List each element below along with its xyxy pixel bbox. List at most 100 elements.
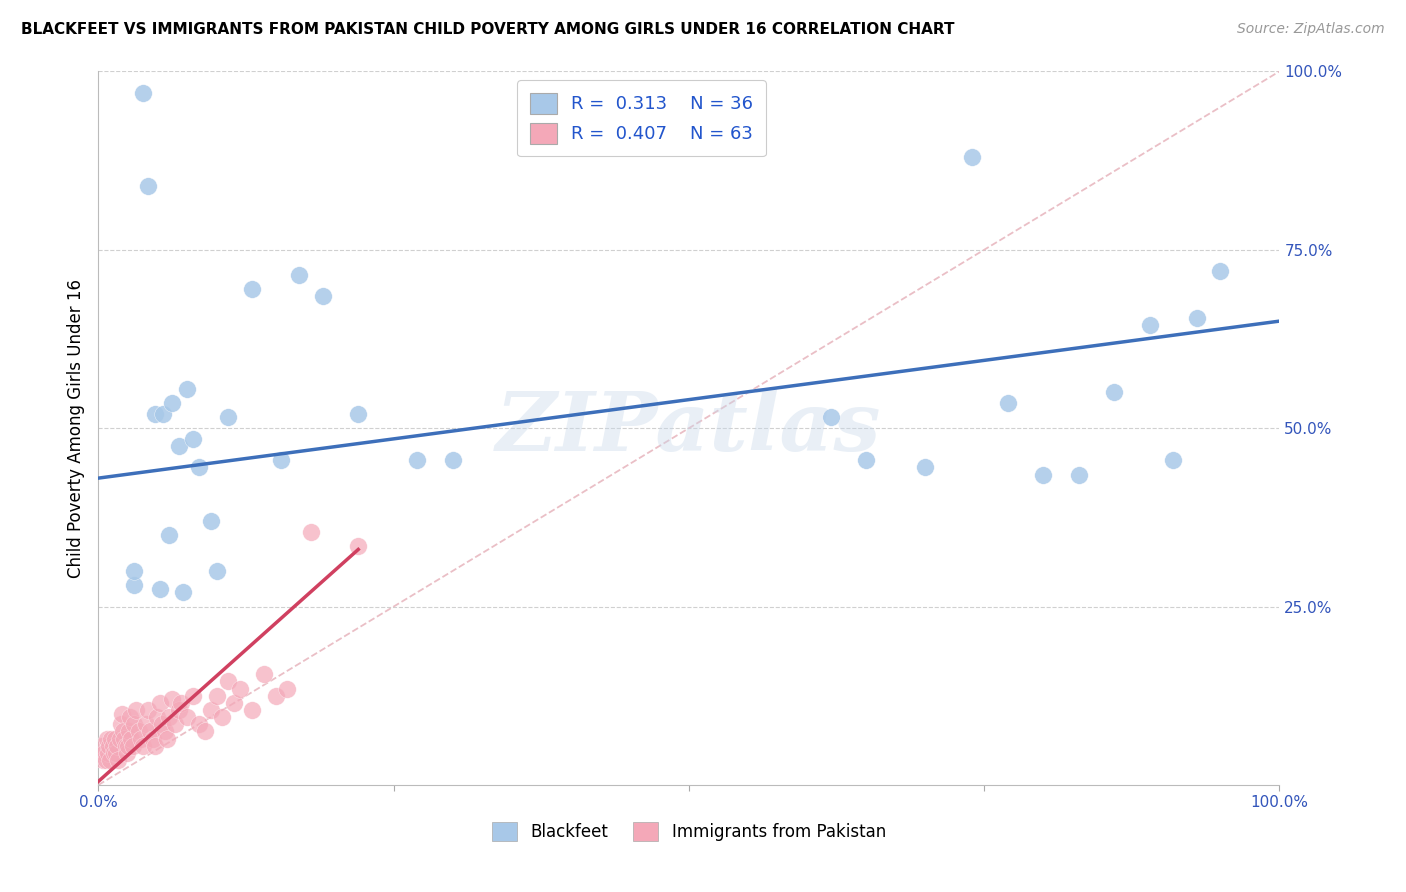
Point xyxy=(165,717,187,731)
Legend: Blackfeet, Immigrants from Pakistan: Blackfeet, Immigrants from Pakistan xyxy=(485,815,893,848)
Point xyxy=(100,731,122,746)
Point xyxy=(136,703,159,717)
Point xyxy=(150,717,173,731)
Point xyxy=(167,439,190,453)
Point xyxy=(157,528,180,542)
Point xyxy=(167,703,190,717)
Point xyxy=(121,739,143,753)
Point xyxy=(211,710,233,724)
Point xyxy=(105,746,128,760)
Point xyxy=(1139,318,1161,332)
Point xyxy=(149,582,172,596)
Point xyxy=(117,739,139,753)
Point xyxy=(122,717,145,731)
Point xyxy=(105,739,128,753)
Point xyxy=(104,731,127,746)
Point xyxy=(299,524,322,539)
Point xyxy=(406,453,429,467)
Point xyxy=(264,689,287,703)
Point xyxy=(143,407,166,421)
Point xyxy=(125,703,148,717)
Point xyxy=(1185,310,1208,325)
Text: Source: ZipAtlas.com: Source: ZipAtlas.com xyxy=(1237,22,1385,37)
Point xyxy=(181,689,204,703)
Point xyxy=(347,539,370,553)
Point xyxy=(347,407,370,421)
Y-axis label: Child Poverty Among Girls Under 16: Child Poverty Among Girls Under 16 xyxy=(66,278,84,578)
Point xyxy=(1209,264,1232,278)
Point xyxy=(276,681,298,696)
Point xyxy=(110,717,132,731)
Point xyxy=(107,753,129,767)
Point xyxy=(217,410,239,425)
Point xyxy=(91,753,114,767)
Point xyxy=(129,731,152,746)
Point xyxy=(96,731,118,746)
Point xyxy=(253,667,276,681)
Point xyxy=(152,407,174,421)
Point xyxy=(94,753,117,767)
Point xyxy=(1032,467,1054,482)
Point xyxy=(170,696,193,710)
Point xyxy=(962,150,984,164)
Point xyxy=(121,731,143,746)
Point xyxy=(205,689,228,703)
Point xyxy=(312,289,335,303)
Point xyxy=(181,432,204,446)
Point xyxy=(114,739,136,753)
Point xyxy=(136,178,159,193)
Point xyxy=(112,731,135,746)
Point xyxy=(122,564,145,578)
Point xyxy=(115,746,138,760)
Point xyxy=(855,453,877,467)
Point xyxy=(172,585,194,599)
Point xyxy=(240,703,263,717)
Point xyxy=(146,710,169,724)
Point xyxy=(103,746,125,760)
Point xyxy=(240,282,263,296)
Point xyxy=(160,692,183,706)
Point xyxy=(93,746,115,760)
Point xyxy=(194,724,217,739)
Point xyxy=(97,746,120,760)
Point xyxy=(111,706,134,721)
Point xyxy=(229,681,252,696)
Point xyxy=(98,753,121,767)
Point xyxy=(118,724,141,739)
Point xyxy=(914,460,936,475)
Point xyxy=(217,674,239,689)
Point xyxy=(176,710,198,724)
Point xyxy=(112,724,135,739)
Point xyxy=(820,410,842,425)
Point xyxy=(270,453,292,467)
Point xyxy=(143,739,166,753)
Point xyxy=(153,724,176,739)
Point xyxy=(200,703,222,717)
Text: ZIPatlas: ZIPatlas xyxy=(496,388,882,468)
Point xyxy=(187,717,209,731)
Point xyxy=(156,731,179,746)
Point xyxy=(1067,467,1090,482)
Point xyxy=(98,739,121,753)
Point xyxy=(101,739,124,753)
Point xyxy=(139,724,162,739)
Point xyxy=(91,739,114,753)
Point xyxy=(176,382,198,396)
Point xyxy=(157,710,180,724)
Point xyxy=(441,453,464,467)
Point xyxy=(120,710,142,724)
Point xyxy=(132,86,155,100)
Point xyxy=(128,724,150,739)
Point xyxy=(997,396,1019,410)
Point xyxy=(187,460,209,475)
Point xyxy=(288,268,311,282)
Point xyxy=(205,564,228,578)
Point xyxy=(149,696,172,710)
Point xyxy=(1161,453,1184,467)
Text: BLACKFEET VS IMMIGRANTS FROM PAKISTAN CHILD POVERTY AMONG GIRLS UNDER 16 CORRELA: BLACKFEET VS IMMIGRANTS FROM PAKISTAN CH… xyxy=(21,22,955,37)
Point xyxy=(160,396,183,410)
Point xyxy=(200,514,222,528)
Point xyxy=(108,731,131,746)
Point xyxy=(122,578,145,592)
Point xyxy=(1102,385,1125,400)
